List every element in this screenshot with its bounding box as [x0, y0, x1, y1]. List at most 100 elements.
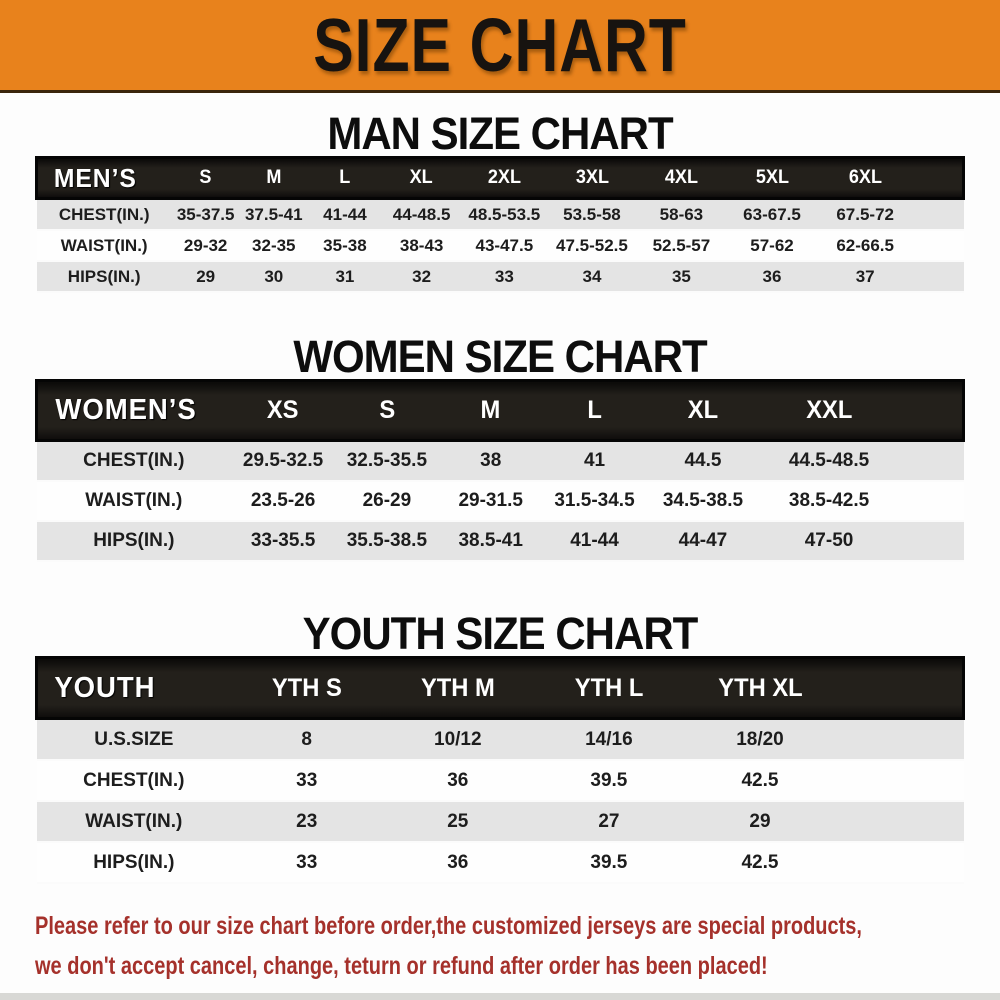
size-column-header: L	[542, 379, 647, 442]
value-cell: 29.5-32.5	[231, 440, 335, 482]
value-cell: 37	[817, 261, 913, 293]
value-cell: 35-37.5	[171, 198, 240, 231]
value-cell: 37.5-41	[239, 198, 309, 231]
value-cell: 47-50	[759, 521, 899, 562]
size-column-header: YTH L	[533, 656, 685, 720]
size-column-header: M	[438, 379, 543, 442]
row-label-cell: WAIST(IN.)	[36, 230, 172, 262]
value-cell: 62-66.5	[817, 230, 913, 262]
value-cell: 29	[171, 261, 240, 293]
man-size-chart-section: MAN SIZE CHART MEN’S S M L XL 2XL 3XL 4XL 5XL 6XL…	[0, 110, 1000, 293]
size-table-header-row: YOUTH YTH S YTH M YTH L YTH XL	[35, 656, 965, 720]
value-cell: 32.5-35.5	[334, 440, 439, 482]
youth-section-title: YOUTH SIZE CHART	[302, 608, 699, 659]
value-cell: 38.5-41	[438, 521, 543, 562]
value-cell: 38-43	[381, 230, 462, 262]
value-cell: 44-48.5	[381, 198, 462, 231]
size-column-header: S	[171, 156, 240, 200]
measurement-row: WAIST(IN.) 23.5-26 26-29 29-31.5 31.5-34.5 34…	[36, 481, 964, 522]
value-cell: 33	[231, 760, 383, 802]
measurement-row: HIPS(IN.) 29 30 31 32 33 34 35 36 37	[36, 261, 964, 293]
row-label-cell: CHEST(IN.)	[36, 760, 232, 802]
value-cell: 36	[382, 842, 534, 884]
value-cell: 35.5-38.5	[334, 521, 439, 562]
value-cell: 32-35	[239, 230, 309, 262]
women-section-title: WOMEN SIZE CHART	[293, 331, 707, 382]
bottom-strip	[0, 993, 1000, 1000]
women-size-chart-section: WOMEN SIZE CHART WOMEN’S XS S M L XL XXL CHEST(…	[0, 331, 1000, 562]
size-column-header: YTH XL	[684, 656, 836, 720]
value-cell: 8	[231, 718, 383, 761]
size-column-header: 5XL	[726, 156, 818, 200]
notice-line-2: we don't accept cancel, change, teturn o…	[35, 952, 768, 980]
value-cell: 41	[542, 440, 647, 482]
size-column-header: XXL	[759, 379, 899, 442]
measurement-row: WAIST(IN.) 29-32 32-35 35-38 38-43 43-47.5 47.…	[36, 230, 964, 262]
measurement-row: WAIST(IN.) 23 25 27 29	[36, 801, 964, 843]
size-column-header: L	[308, 156, 382, 200]
banner-title: SIZE CHART	[313, 2, 687, 88]
value-cell: 58-63	[636, 198, 727, 231]
measurement-row: CHEST(IN.) 33 36 39.5 42.5	[36, 760, 964, 802]
row-label-cell: HIPS(IN.)	[36, 842, 232, 884]
header-filler-cell	[912, 156, 966, 200]
row-filler-cell	[835, 760, 964, 802]
table-header-label: YOUTH	[35, 656, 232, 720]
row-label-cell: U.S.SIZE	[36, 718, 232, 761]
value-cell: 27	[533, 801, 685, 843]
size-column-header: 3XL	[547, 156, 637, 200]
value-cell: 67.5-72	[817, 198, 913, 231]
value-cell: 31	[308, 261, 382, 293]
women-size-table: WOMEN’S XS S M L XL XXL CHEST(IN.) 29.5-32.5 32.5…	[35, 379, 965, 562]
value-cell: 32	[381, 261, 462, 293]
measurement-row: HIPS(IN.) 33-35.5 35.5-38.5 38.5-41 41-44 44-…	[36, 521, 964, 562]
banner: SIZE CHART	[0, 0, 1000, 93]
row-label-cell: WAIST(IN.)	[36, 481, 232, 522]
size-column-header: XS	[231, 379, 335, 442]
size-column-header: S	[334, 379, 439, 442]
header-filler-cell	[898, 379, 965, 442]
value-cell: 33	[461, 261, 548, 293]
measurement-row: CHEST(IN.) 29.5-32.5 32.5-35.5 38 41 44.5 44.5…	[36, 440, 964, 482]
value-cell: 57-62	[726, 230, 818, 262]
size-column-header: 4XL	[636, 156, 727, 200]
value-cell: 47.5-52.5	[547, 230, 637, 262]
row-filler-cell	[835, 801, 964, 843]
value-cell: 34	[547, 261, 637, 293]
value-cell: 38	[438, 440, 543, 482]
value-cell: 26-29	[334, 481, 439, 522]
table-header-label: MEN’S	[34, 156, 172, 200]
value-cell: 38.5-42.5	[759, 481, 899, 522]
value-cell: 44-47	[646, 521, 760, 562]
value-cell: 33	[231, 842, 383, 884]
value-cell: 33-35.5	[231, 521, 335, 562]
size-table-header-row: MEN’S S M L XL 2XL 3XL 4XL 5XL 6XL	[34, 156, 966, 200]
value-cell: 23	[231, 801, 383, 843]
value-cell: 53.5-58	[547, 198, 637, 231]
value-cell: 35	[636, 261, 727, 293]
row-filler-cell	[912, 230, 964, 262]
value-cell: 43-47.5	[461, 230, 548, 262]
measurement-row: HIPS(IN.) 33 36 39.5 42.5	[36, 842, 964, 884]
row-label-cell: CHEST(IN.)	[36, 440, 232, 482]
men-size-table: MEN’S S M L XL 2XL 3XL 4XL 5XL 6XL CHEST(IN.) 35-37…	[34, 156, 966, 293]
row-filler-cell	[898, 440, 964, 482]
value-cell: 30	[239, 261, 309, 293]
value-cell: 29-32	[171, 230, 240, 262]
row-filler-cell	[898, 481, 964, 522]
value-cell: 52.5-57	[636, 230, 727, 262]
youth-size-chart-section: YOUTH SIZE CHART YOUTH YTH S YTH M YTH L YTH…	[0, 608, 1000, 884]
value-cell: 42.5	[684, 842, 836, 884]
value-cell: 63-67.5	[726, 198, 818, 231]
size-column-header: 2XL	[461, 156, 548, 200]
value-cell: 48.5-53.5	[461, 198, 548, 231]
value-cell: 23.5-26	[231, 481, 335, 522]
value-cell: 41-44	[542, 521, 647, 562]
measurement-row: CHEST(IN.) 35-37.5 37.5-41 41-44 44-48.5 48.5…	[36, 198, 964, 231]
value-cell: 39.5	[533, 842, 685, 884]
value-cell: 35-38	[308, 230, 382, 262]
value-cell: 36	[726, 261, 818, 293]
size-column-header: XL	[646, 379, 760, 442]
header-filler-cell	[835, 656, 965, 720]
size-column-header: M	[239, 156, 309, 200]
